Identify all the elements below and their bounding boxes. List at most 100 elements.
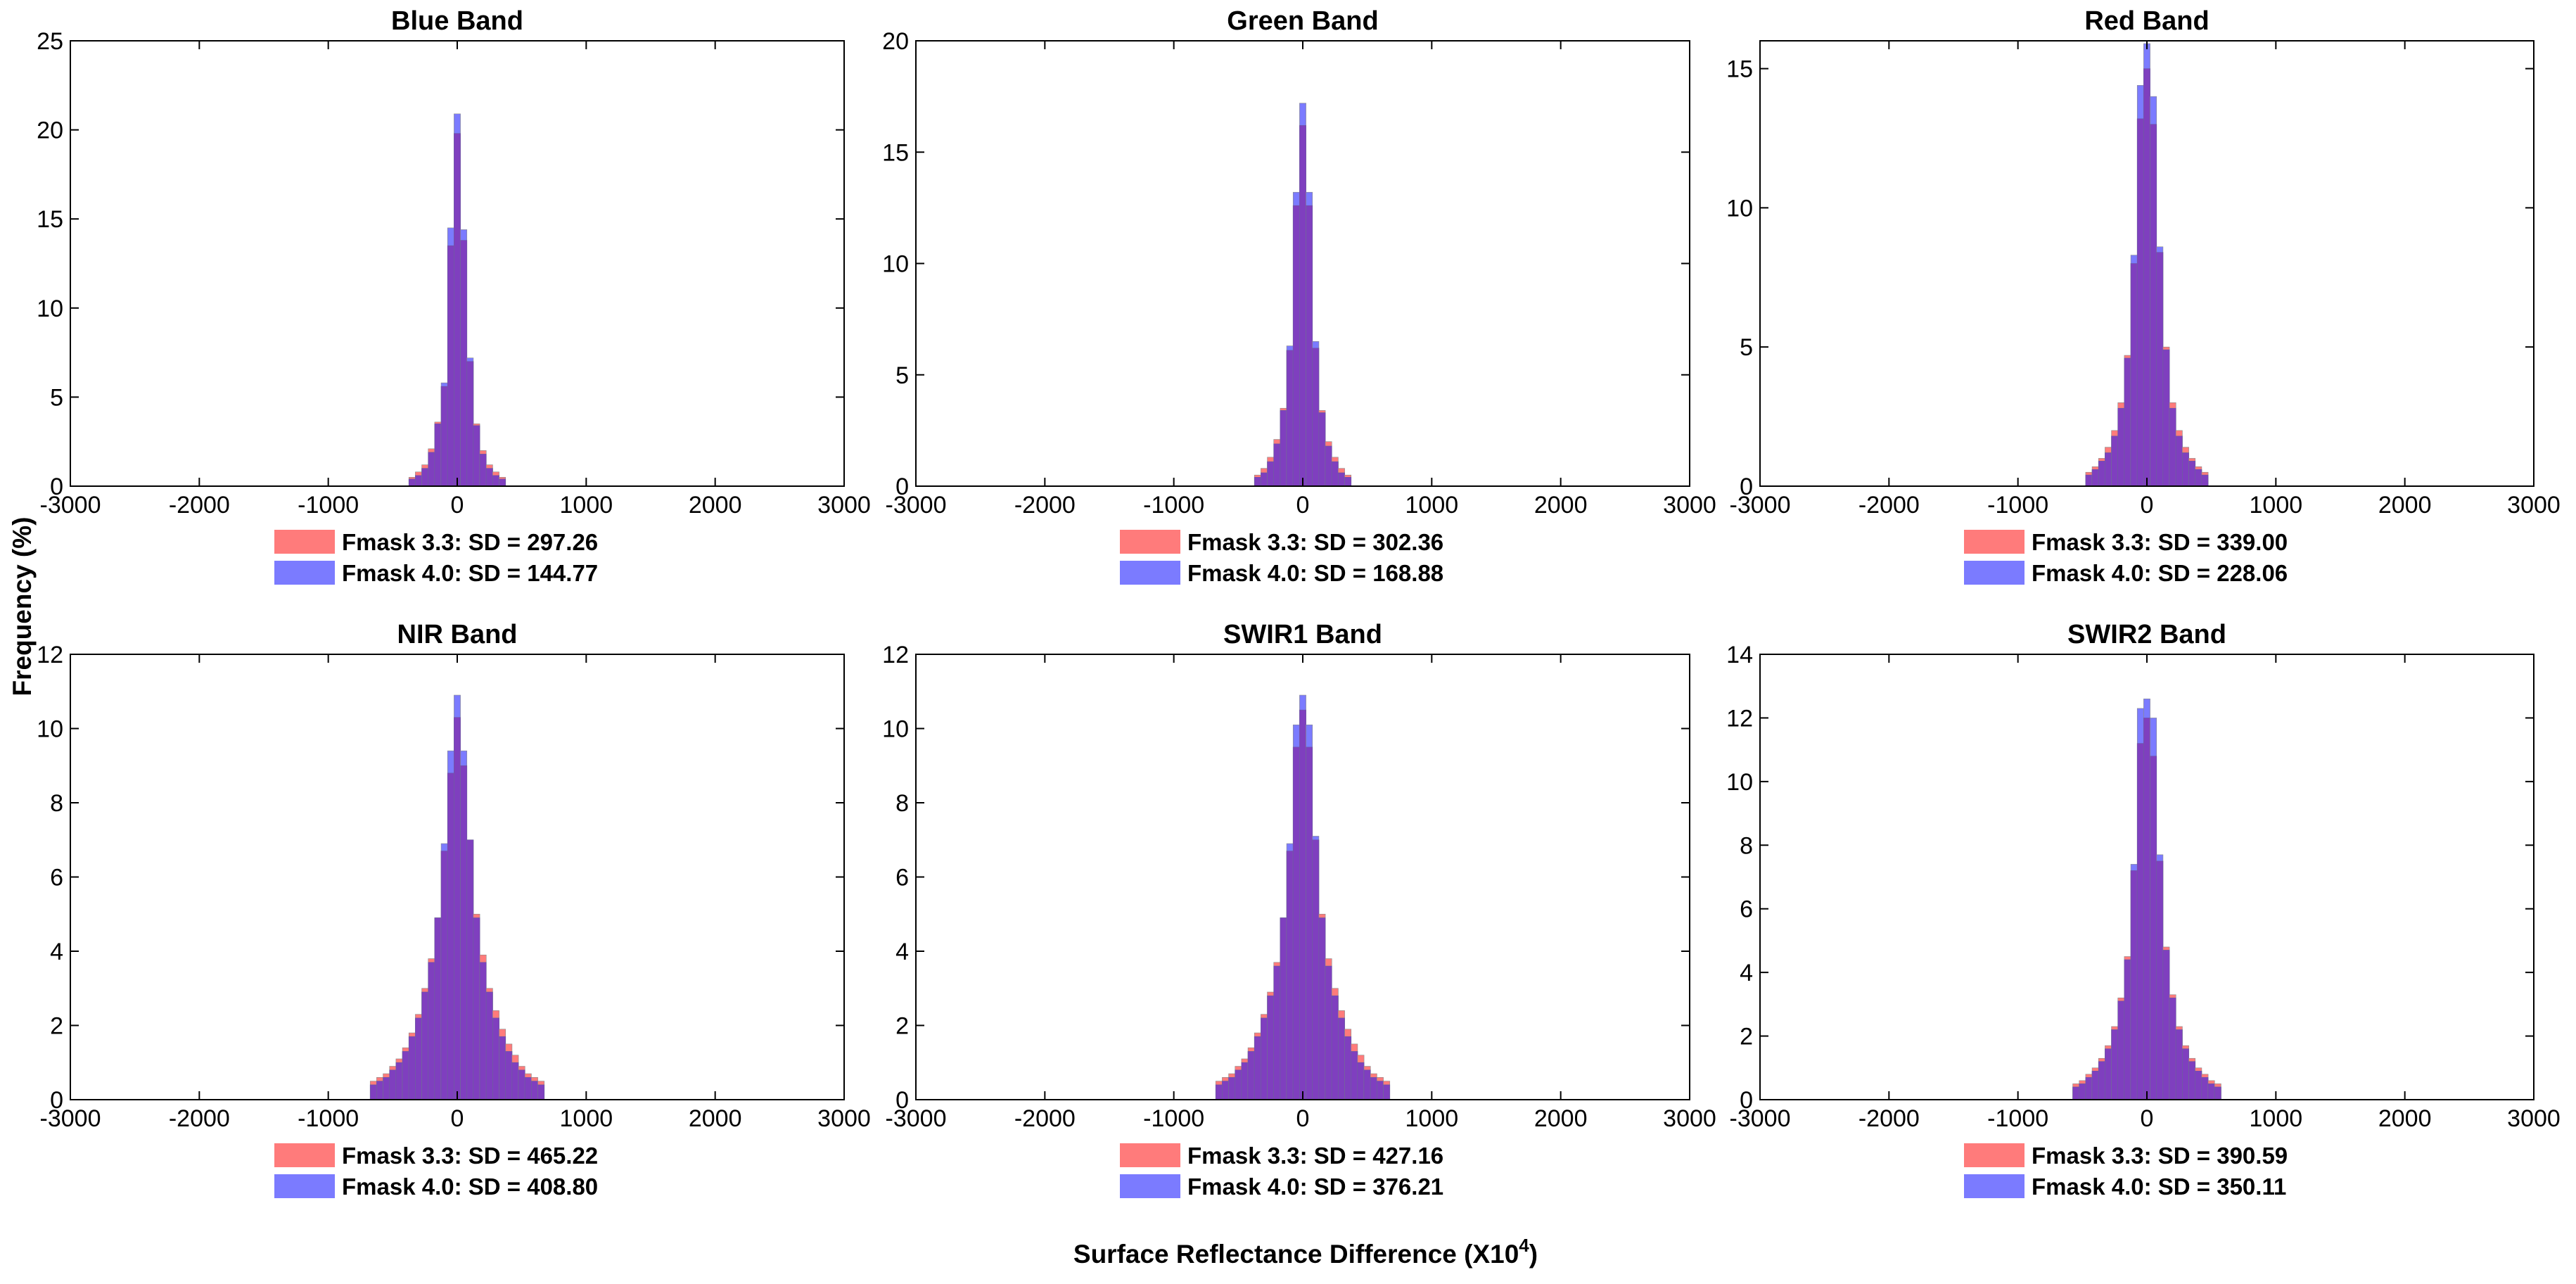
x-tick-label: 2000 — [2378, 1105, 2432, 1132]
bar-overlap — [1261, 472, 1268, 487]
bar-overlap — [1338, 472, 1345, 487]
bar-overlap — [415, 1017, 422, 1100]
x-tick-label: 0 — [1296, 492, 1310, 519]
y-tick-label: 8 — [50, 790, 63, 817]
bar-overlap — [1254, 1036, 1261, 1100]
bar-overlap — [2169, 407, 2176, 487]
bar-overlap — [2124, 959, 2131, 1100]
x-tick-label: 3000 — [1663, 1105, 1716, 1132]
bar-overlap — [2079, 1083, 2086, 1100]
bar-overlap — [492, 1017, 499, 1100]
bar-overlap — [1273, 965, 1281, 1100]
y-tick-label: 6 — [895, 865, 909, 891]
x-tick-label: -1000 — [1143, 492, 1204, 519]
x-tick-label: 2000 — [1534, 1105, 1588, 1132]
bar-overlap — [499, 1036, 506, 1100]
bar-overlap — [454, 133, 461, 487]
x-tick-label: 3000 — [2507, 1105, 2561, 1132]
bar-overlap — [1325, 445, 1332, 487]
bar-overlap — [2156, 252, 2164, 487]
bar-overlap — [408, 1036, 416, 1100]
bar-overlap — [1299, 709, 1306, 1100]
bar-overlap — [2085, 1077, 2093, 1100]
bar-overlap — [2182, 452, 2189, 487]
bar-overlap — [428, 452, 435, 487]
y-tick-label: 10 — [882, 251, 909, 278]
y-tick-label: 0 — [50, 473, 63, 500]
x-tick-label: -3000 — [40, 492, 101, 519]
legend-entry: Fmask 4.0: SD = 168.88 — [1187, 560, 1443, 586]
y-tick-label: 20 — [37, 117, 63, 144]
legend-entry: Fmask 3.3: SD = 297.26 — [342, 529, 598, 555]
bar-overlap — [1318, 412, 1326, 487]
bar-overlap — [434, 917, 442, 1100]
x-tick-label: 0 — [2141, 492, 2154, 519]
x-tick-label: -2000 — [1014, 492, 1076, 519]
y-tick-label: 10 — [37, 295, 63, 322]
bar-overlap — [1338, 1017, 1345, 1100]
x-tick-label: 3000 — [817, 1105, 871, 1132]
x-tick-label: 1000 — [2250, 492, 2303, 519]
legend-swatch — [274, 1174, 335, 1198]
x-tick-label: -2000 — [1858, 492, 1920, 519]
chart-title: SWIR1 Band — [1223, 620, 1382, 649]
legend-entry: Fmask 4.0: SD = 350.11 — [2032, 1174, 2286, 1200]
bar-overlap — [2201, 474, 2209, 487]
bar-overlap — [2195, 1071, 2202, 1100]
chart-title: Red Band — [2084, 6, 2209, 36]
y-tick-label: 14 — [1726, 642, 1753, 668]
bar-overlap — [1331, 461, 1339, 487]
bar-overlap — [2162, 950, 2170, 1100]
legend-swatch — [1120, 561, 1180, 585]
legend-swatch — [1964, 530, 2025, 554]
bar-overlap — [2117, 1000, 2125, 1100]
bar-overlap — [1306, 205, 1313, 487]
bar-overlap — [2169, 998, 2176, 1100]
x-tick-label: -1000 — [1143, 1105, 1204, 1132]
bar-overlap — [1318, 917, 1326, 1100]
x-tick-label: 2000 — [1534, 492, 1588, 519]
x-tick-label: 3000 — [817, 492, 871, 519]
bar-overlap — [2150, 756, 2157, 1100]
y-tick-label: 0 — [895, 1087, 909, 1114]
bar-overlap — [511, 1062, 519, 1100]
y-tick-label: 5 — [895, 362, 909, 389]
legend-swatch — [274, 1143, 335, 1167]
bar-overlap — [1286, 851, 1294, 1100]
chart-panel: Blue Band -3000 -2000 -1000 0 1000 2000 3000 0 5 1… — [37, 6, 871, 586]
bar-overlap — [447, 245, 454, 487]
bar-overlap — [1312, 839, 1320, 1100]
bar-overlap — [1306, 746, 1313, 1100]
x-tick-label: -1000 — [298, 492, 359, 519]
chart-panel: SWIR1 Band -3000 -2000 -1000 0 1000 2000 3000 0 2… — [882, 620, 1716, 1200]
chart-panel: Red Band -3000 -2000 -1000 0 1000 2000 3000 0 5 10… — [1726, 6, 2561, 586]
bar-overlap — [2156, 860, 2164, 1100]
x-tick-label: 0 — [451, 1105, 464, 1132]
bar-overlap — [460, 240, 468, 487]
y-tick-label: 4 — [1740, 960, 1753, 986]
bar-overlap — [2091, 469, 2099, 487]
y-tick-label: 15 — [882, 139, 909, 166]
y-tick-label: 0 — [1740, 1087, 1753, 1114]
bar-overlap — [531, 1081, 538, 1100]
bar-overlap — [1344, 477, 1352, 487]
y-tick-label: 8 — [1740, 832, 1753, 859]
legend-swatch — [1120, 530, 1180, 554]
x-tick-label: -3000 — [1730, 1105, 1791, 1132]
bar-overlap — [1280, 917, 1287, 1100]
chart-title: NIR Band — [397, 620, 518, 649]
legend-entry: Fmask 4.0: SD = 376.21 — [1187, 1174, 1443, 1200]
bar-overlap — [1254, 477, 1261, 487]
bar-overlap — [408, 478, 416, 487]
x-tick-label: 1000 — [2250, 1105, 2303, 1132]
y-tick-label: 4 — [50, 939, 63, 965]
bar-overlap — [383, 1077, 390, 1100]
panels: Blue Band-3000 -2000 -1000 0 1000 2000 3000051… — [37, 6, 2561, 1200]
y-tick-label: 5 — [1740, 334, 1753, 361]
bar-overlap — [1247, 1051, 1255, 1100]
bar-overlap — [2111, 1029, 2119, 1100]
x-tick-label: -3000 — [40, 1105, 101, 1132]
legend-entry: Fmask 4.0: SD = 228.06 — [2032, 560, 2288, 586]
legend-swatch — [274, 530, 335, 554]
